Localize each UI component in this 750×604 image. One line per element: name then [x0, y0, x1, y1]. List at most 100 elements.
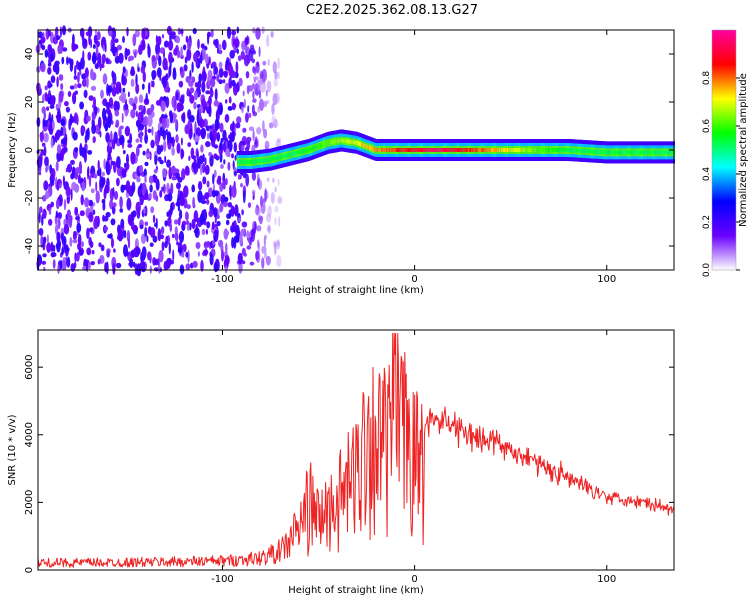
spectrogram-noise-cell [114, 38, 119, 43]
spectrogram-ridge-cell [640, 150, 643, 155]
spectrogram-noise-cell [74, 64, 77, 77]
spectrogram-noise-cell [186, 48, 192, 61]
spectrogram-noise-cell [204, 164, 210, 175]
spectrogram-noise-cell [127, 237, 131, 249]
spectrogram-noise-cell [43, 132, 49, 143]
spectrogram-noise-cell [135, 201, 141, 214]
spectrogram-noise-cell [185, 35, 189, 43]
spectrogram-ridge-cell [471, 148, 474, 152]
spectrogram-ridge-cell [431, 148, 433, 152]
spectrogram-noise-cell [107, 85, 113, 94]
spectrogram-noise-cell [71, 118, 74, 124]
spectrogram-noise-cell [245, 173, 250, 187]
spectrogram-noise-cell [120, 184, 125, 193]
spectrogram-noise-cell [278, 216, 281, 228]
spectrogram-ridge-cell [614, 150, 617, 155]
spectrogram-noise-cell [208, 104, 212, 118]
spectrogram-noise-cell [261, 245, 267, 254]
spectrogram-noise-cell [246, 136, 252, 142]
spectrogram-ridge-cell [650, 150, 652, 155]
spectrogram-noise-cell [137, 66, 140, 73]
spectrogram-ridge-cell [609, 150, 612, 155]
spectrogram-noise-cell [77, 83, 82, 89]
spectrogram-noise-cell [241, 221, 248, 228]
spectrogram-ridge-cell [359, 141, 361, 146]
spectrogram-noise-cell [112, 202, 117, 208]
spectrogram-noise-cell [136, 247, 141, 255]
spectrogram-noise-cell [257, 106, 261, 113]
spectrogram-ridge-cell [573, 148, 576, 153]
spectrogram-ridge-cell [574, 148, 576, 153]
spectrogram-noise-cell [101, 53, 107, 64]
spectrogram-noise-cell [187, 39, 192, 51]
spectrogram-noise-cell [97, 159, 100, 171]
spectrogram-noise-cell [126, 27, 129, 37]
spectrogram-noise-cell [150, 206, 155, 214]
spectrogram-noise-cell [146, 107, 152, 116]
spectrogram-noise-cell [97, 258, 101, 265]
spectrogram-ridge-cell [592, 149, 595, 154]
spectrogram-noise-cell [160, 234, 164, 240]
spectrogram-noise-cell [189, 87, 195, 94]
spectrogram-noise-cell [225, 148, 230, 157]
spectrogram-noise-cell [46, 106, 50, 111]
spectrogram-noise-cell [151, 80, 155, 88]
spectrogram-noise-cell [212, 129, 218, 141]
spectrogram-noise-cell [227, 106, 233, 111]
spectrogram-noise-cell [102, 201, 106, 211]
spectrogram-noise-cell [105, 132, 110, 143]
spectrogram-noise-cell [144, 226, 148, 238]
spectrogram-noise-cell [186, 204, 191, 210]
spectrogram-noise-cell [200, 51, 203, 64]
spectrogram-ridge-cell [328, 140, 331, 145]
spectrogram-noise-cell [237, 173, 241, 180]
spectrogram-noise-cell [84, 134, 88, 144]
spectrogram-noise-cell [44, 190, 50, 199]
spectrogram-noise-cell [237, 217, 242, 222]
spectrogram-ridge-cell [296, 150, 299, 155]
spectrogram-noise-cell [177, 247, 183, 254]
spectrogram-ridge-cell [589, 149, 592, 154]
spectrogram-noise-cell [163, 114, 168, 119]
spectrogram-ridge-cell [385, 148, 388, 152]
spectrogram-ridge-cell [305, 148, 307, 153]
spectrogram-ridge-cell [342, 138, 345, 143]
spectrogram-ridge-cell [249, 160, 252, 164]
spectrogram-panel: -100 0 100 -40 -20 0 20 40 Height of straight l… [7, 25, 675, 296]
spectrogram-y-tick-label: -20 [24, 190, 35, 206]
spectrogram-ridge-cell [361, 143, 364, 147]
spectrogram-noise-cell [222, 79, 226, 84]
spectrogram-noise-cell [69, 215, 73, 222]
spectrogram-noise-cell [193, 159, 197, 164]
spectrogram-noise-cell [161, 241, 165, 252]
spectrogram-noise-cell [212, 173, 215, 185]
spectrogram-ridge-cell [341, 138, 344, 143]
spectrogram-noise-cell [45, 166, 48, 173]
spectrogram-noise-cell [242, 190, 246, 204]
spectrogram-noise-cell [114, 109, 120, 117]
spectrogram-noise-cell [53, 245, 56, 253]
spectrogram-noise-cell [88, 236, 92, 246]
spectrogram-noise-cell [79, 210, 85, 217]
spectrogram-noise-cell [177, 27, 181, 35]
spectrogram-noise-cell [179, 66, 183, 73]
spectrogram-ridge-cell [394, 148, 397, 152]
spectrogram-ridge-cell [535, 148, 538, 152]
spectrogram-noise-cell [262, 120, 265, 132]
spectrogram-noise-cell [111, 205, 116, 215]
spectrogram-noise-cell [113, 190, 119, 200]
spectrogram-noise-cell [118, 52, 124, 64]
spectrogram-noise-cell [241, 144, 245, 151]
spectrogram-noise-cell [242, 127, 247, 133]
spectrogram-ridge-cell [409, 148, 411, 152]
spectrogram-noise-cell [222, 180, 226, 190]
spectrogram-ridge-cell [515, 148, 518, 152]
spectrogram-ridge-cell [585, 149, 588, 154]
spectrogram-noise-cell [82, 38, 88, 50]
spectrogram-noise-cell [95, 190, 100, 204]
spectrogram-y-tick-label: 0 [24, 147, 35, 153]
spectrogram-noise-cell [47, 62, 52, 67]
spectrogram-noise-cell [187, 142, 192, 148]
spectrogram-ridge-cell [667, 150, 670, 155]
spectrogram-x-tick-label: 100 [597, 274, 616, 285]
